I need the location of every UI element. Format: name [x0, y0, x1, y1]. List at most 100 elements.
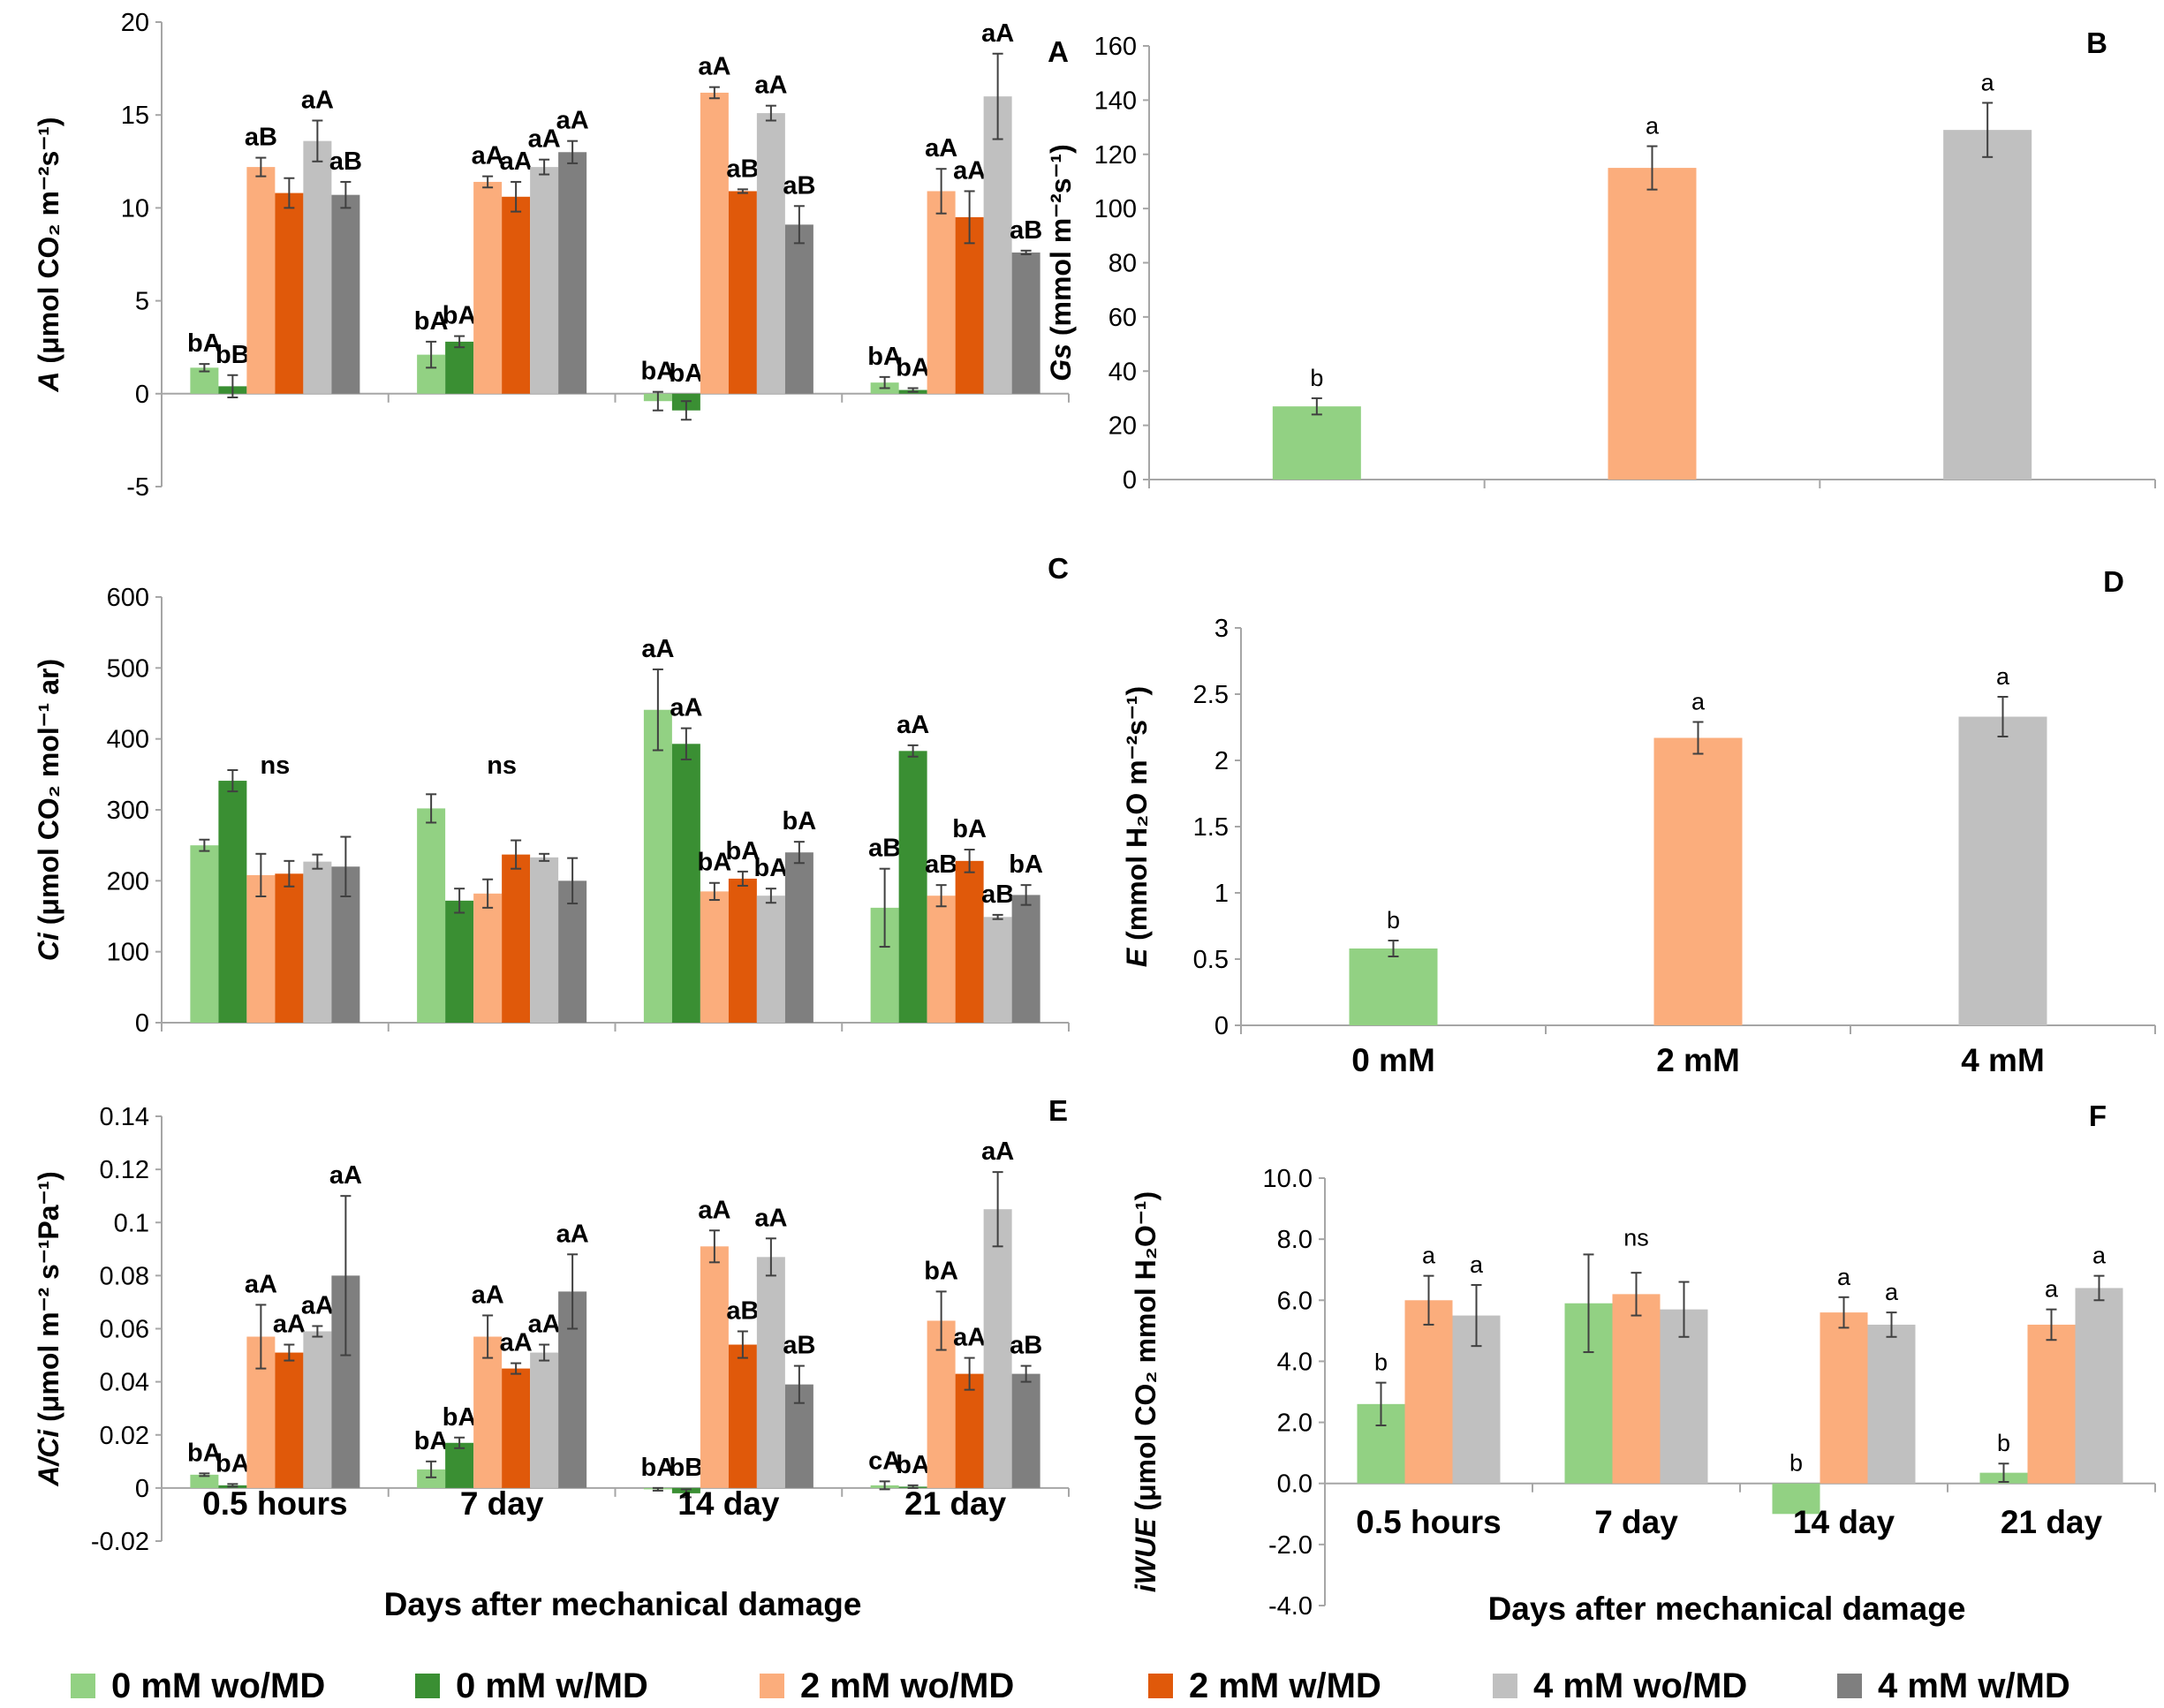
significance-label: aA	[754, 72, 787, 100]
bar-4-mm-w-md	[331, 194, 360, 394]
bar-4-mm-wo-md	[530, 1352, 559, 1488]
significance-label: bA	[1009, 850, 1043, 879]
y-tick-label: 140	[1094, 87, 1137, 115]
y-tick-label: -5	[126, 473, 149, 502]
legend-swatch	[1837, 1674, 1862, 1698]
significance-label: aA	[897, 711, 929, 739]
significance-label: aA	[981, 1137, 1014, 1166]
y-tick-label: 0.08	[100, 1262, 149, 1290]
significance-label: bA	[867, 343, 902, 371]
significance-label: bA	[783, 807, 817, 835]
y-tick-label: 2	[1214, 747, 1229, 775]
x-tick-label: 7 day	[1594, 1504, 1678, 1540]
bar-4-mm-w-md	[784, 224, 813, 394]
y-tick-label: 0	[135, 1475, 149, 1503]
y-axis-label-units: (mmol H₂O m⁻²s⁻¹)	[1121, 686, 1153, 948]
y-tick-label: 1.5	[1193, 813, 1229, 842]
x-tick-label: 21 day	[904, 1485, 1007, 1522]
y-tick-label: 160	[1094, 33, 1137, 61]
significance-label: aB	[981, 880, 1014, 909]
significance-label: aB	[1010, 1332, 1042, 1360]
y-axis-label-units: (mmol m⁻²s⁻¹)	[1045, 144, 1077, 344]
significance-label: a	[1981, 69, 1995, 95]
significance-label: aA	[301, 87, 334, 115]
y-axis-label: A/Ci (μmol m⁻² s⁻¹Pa⁻¹)	[33, 1171, 64, 1486]
y-axis-label-italic: Gs	[1045, 344, 1077, 382]
y-tick-label: 600	[107, 584, 149, 612]
y-axis-label: Gs (mmol m⁻²s⁻¹)	[1045, 144, 1077, 381]
x-tick-label: 0 mM	[1351, 1042, 1435, 1078]
significance-label: aA	[556, 1220, 589, 1248]
y-axis-label: iWUE (μmol CO₂ mmol H₂O⁻¹)	[1130, 1191, 1161, 1592]
bar-2-mm-wo-md	[700, 92, 729, 394]
legend-swatch	[415, 1674, 440, 1698]
bar-2-mm-w-md	[728, 878, 757, 1023]
y-tick-label: 10	[121, 194, 149, 223]
significance-label: aB	[1010, 216, 1042, 245]
y-tick-label: 2.5	[1193, 681, 1229, 709]
y-tick-label: 20	[121, 9, 149, 37]
y-axis-label-units: (μmol CO₂ mol⁻¹ ar)	[33, 659, 64, 933]
significance-label: bB	[670, 1454, 704, 1482]
bar-2-mm	[1612, 1294, 1661, 1484]
y-tick-label: 4.0	[1277, 1348, 1313, 1376]
bar-2-mm-wo-md	[246, 874, 276, 1023]
x-tick-label: 14 day	[677, 1485, 780, 1522]
bar-2-mm-w-md	[275, 193, 304, 394]
panel-letter: C	[1048, 552, 1069, 585]
legend-item: 2 mM w/MD	[1148, 1666, 1381, 1705]
legend-label: 0 mM wo/MD	[111, 1666, 325, 1705]
bar-4-mm-wo-md	[756, 1257, 785, 1488]
panel-letter: A	[1048, 35, 1069, 68]
significance-label: bA	[641, 358, 676, 386]
bar-2-mm-w-md	[275, 873, 304, 1023]
group-significance-label: ns	[487, 752, 517, 780]
bar-2-mm	[2027, 1324, 2076, 1484]
y-tick-label: 3	[1214, 615, 1229, 643]
significance-label: aB	[726, 155, 759, 183]
significance-label: bA	[187, 1439, 222, 1467]
bar-2-mm	[1820, 1312, 1868, 1484]
y-axis-label-units: (μmol CO₂ m⁻²s⁻¹)	[33, 117, 64, 371]
significance-label: aA	[670, 694, 702, 722]
bar-0-mm-w-md	[445, 900, 474, 1023]
significance-label: a	[1470, 1251, 1484, 1278]
legend-item: 2 mM wo/MD	[760, 1666, 1014, 1705]
bar-2-mm-w-md	[275, 1352, 304, 1488]
y-tick-label: 500	[107, 654, 149, 683]
y-tick-label: 0.0	[1277, 1470, 1313, 1499]
chart-panel-b: 160 140 120 100 80 60 40 20 0 B Gs (mmol m⁻²s⁻¹) b a…	[1045, 26, 2156, 495]
group-significance-label: ns	[1623, 1224, 1649, 1251]
x-tick-label: 2 mM	[1656, 1042, 1740, 1078]
y-axis-label-italic: Ci	[33, 932, 64, 961]
bar-2-mm-wo-md	[473, 181, 503, 394]
y-axis-label: Ci (μmol CO₂ mol⁻¹ ar)	[33, 659, 64, 961]
panel-letter: D	[2103, 565, 2124, 598]
legend: 0 mM wo/MD 0 mM w/MD 2 mM wo/MD 2 mM w/MD 4 …	[71, 1666, 2070, 1705]
significance-label: aA	[301, 1291, 334, 1319]
bar-0-mm-wo-md	[190, 1474, 219, 1488]
x-axis-title-left: Days after mechanical damage	[384, 1586, 862, 1622]
significance-label: aA	[329, 1161, 362, 1190]
x-tick-label: 0.5 hours	[202, 1485, 348, 1522]
significance-label: aA	[528, 125, 561, 154]
significance-label: bA	[414, 1427, 449, 1455]
y-tick-label: 0	[1214, 1012, 1229, 1040]
y-tick-label: 120	[1094, 141, 1137, 170]
significance-label: aB	[783, 171, 815, 200]
significance-label: cA	[868, 1447, 901, 1475]
y-tick-label: 0.5	[1193, 946, 1229, 974]
significance-label: b	[1374, 1349, 1388, 1376]
legend-swatch	[1148, 1674, 1173, 1698]
bar-0-mm-w-md	[445, 341, 474, 394]
x-tick-label: 0.5 hours	[1356, 1504, 1502, 1540]
panel-letter: B	[2086, 26, 2107, 59]
significance-label: aA	[472, 142, 504, 170]
y-tick-label: 0	[135, 381, 149, 409]
y-tick-label: 80	[1108, 250, 1137, 278]
bar-0-mm-wo-md	[417, 808, 446, 1023]
bar-4-mm-wo-md	[530, 167, 559, 394]
